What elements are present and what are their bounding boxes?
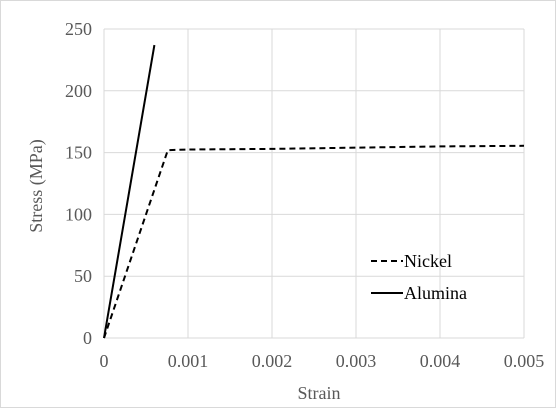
legend-label-nickel: Nickel <box>404 251 452 271</box>
y-axis-title: Stress (MPa) <box>26 139 47 233</box>
y-tick-label: 0 <box>83 328 92 348</box>
x-tick-label: 0.005 <box>504 351 545 371</box>
x-tick-label: 0.002 <box>252 351 293 371</box>
series-line-alumina <box>103 44 156 339</box>
x-tick-labels: 0 0.001 0.002 0.003 0.004 0.005 <box>100 351 545 371</box>
series-lines <box>103 44 525 339</box>
gridlines <box>103 28 525 339</box>
y-tick-labels: 0 50 100 150 200 250 <box>65 19 92 348</box>
x-tick-label: 0.004 <box>420 351 461 371</box>
y-tick-label: 100 <box>65 204 92 224</box>
y-tick-label: 200 <box>65 81 92 101</box>
series-line-nickel <box>103 144 525 339</box>
y-tick-label: 250 <box>65 19 92 39</box>
y-tick-label: 150 <box>65 143 92 163</box>
x-axis-title: Strain <box>298 383 341 403</box>
x-tick-label: 0.001 <box>168 351 209 371</box>
x-tick-label: 0 <box>100 351 109 371</box>
legend: Nickel Alumina <box>371 251 467 303</box>
legend-label-alumina: Alumina <box>404 283 467 303</box>
y-tick-label: 50 <box>74 266 92 286</box>
x-tick-label: 0.003 <box>336 351 377 371</box>
